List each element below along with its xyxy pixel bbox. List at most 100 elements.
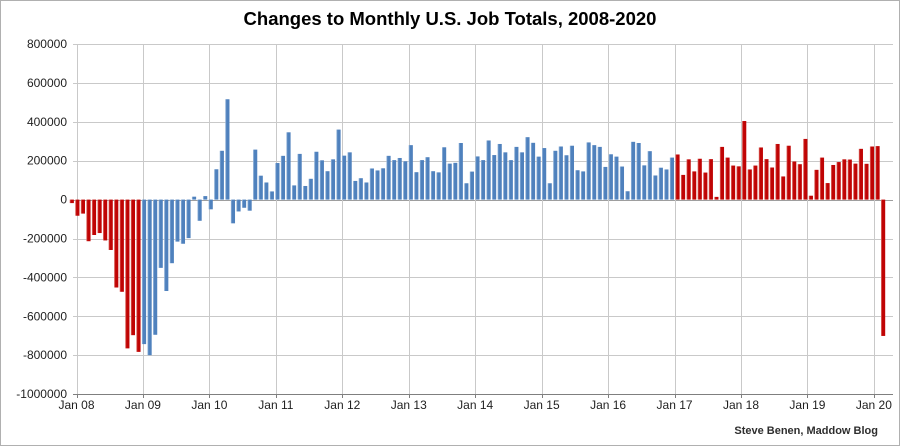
bar-2015-11 <box>592 145 597 200</box>
bar-2014-09 <box>514 146 519 200</box>
bar-2010-05 <box>225 99 230 200</box>
bar-2012-11 <box>391 160 397 200</box>
bar-2011-01 <box>269 191 274 200</box>
bar-2016-08 <box>642 165 647 200</box>
bar-2019-02 <box>808 195 813 200</box>
bar-2008-04 <box>86 199 91 242</box>
bar-2018-11 <box>792 161 797 200</box>
bar-2014-03 <box>480 160 486 200</box>
bar-2020-01 <box>869 146 875 200</box>
bar-2008-11 <box>125 199 130 349</box>
bar-2014-12 <box>530 142 536 200</box>
bar-2010-10 <box>253 149 258 200</box>
bar-2012-10 <box>386 155 391 200</box>
bar-2008-06 <box>97 199 102 234</box>
x-tick-label: Jan 17 <box>657 398 693 412</box>
bar-2016-03 <box>614 156 619 200</box>
bar-2011-09 <box>314 151 319 200</box>
bar-2017-04 <box>686 159 691 200</box>
x-tick-label: Jan 20 <box>856 398 892 412</box>
bar-2013-01 <box>403 161 408 200</box>
y-tick-label: -400000 <box>23 270 67 284</box>
bar-2012-01 <box>336 129 341 200</box>
bar-2018-09 <box>780 176 786 200</box>
x-tick-label: Jan 19 <box>789 398 825 412</box>
bar-2013-03 <box>414 172 419 200</box>
chart-title: Changes to Monthly U.S. Job Totals, 2008… <box>243 8 657 29</box>
bar-2014-06 <box>497 143 502 200</box>
bar-2017-09 <box>714 196 719 200</box>
bar-2013-11 <box>458 143 463 200</box>
bar-2013-09 <box>447 163 452 200</box>
bar-2009-09 <box>180 199 186 244</box>
bar-2015-01 <box>536 156 541 200</box>
bar-2009-04 <box>153 199 158 335</box>
bar-2008-07 <box>103 199 108 241</box>
bar-2019-08 <box>842 159 847 200</box>
bar-2012-12 <box>397 157 402 200</box>
y-tick-label: -1000000 <box>16 387 67 401</box>
bar-2012-06 <box>364 182 369 200</box>
bar-2008-09 <box>114 199 119 288</box>
bar-2019-01 <box>803 138 808 200</box>
bar-2014-11 <box>525 137 530 200</box>
bar-2013-06 <box>430 171 436 200</box>
bar-2019-07 <box>836 162 841 200</box>
bar-2009-12 <box>197 199 202 221</box>
y-tick-label: 400000 <box>27 115 67 129</box>
bar-2017-07 <box>703 172 708 200</box>
bar-2009-01 <box>136 199 141 352</box>
bar-2019-12 <box>864 163 869 200</box>
bar-2014-07 <box>503 152 508 200</box>
y-tick-label: 0 <box>60 193 67 207</box>
bar-2014-01 <box>469 171 474 200</box>
x-tick-label: Jan 08 <box>58 398 94 412</box>
x-tick-label: Jan 12 <box>324 398 360 412</box>
bar-2017-06 <box>697 158 702 200</box>
bar-2019-03 <box>814 169 819 200</box>
bar-2019-06 <box>830 164 836 200</box>
bar-2013-04 <box>419 160 424 200</box>
bar-2018-01 <box>736 166 741 200</box>
bar-2009-10 <box>186 199 191 239</box>
y-tick-label: 200000 <box>27 154 67 168</box>
y-tick-label: 600000 <box>27 76 67 90</box>
bar-2012-05 <box>358 178 363 200</box>
bar-2008-01 <box>69 199 74 204</box>
bar-2016-04 <box>619 166 625 200</box>
bar-2016-11 <box>658 167 663 200</box>
x-tick-label: Jan 11 <box>258 398 293 412</box>
bar-2011-12 <box>330 159 336 200</box>
axis-labels: 800000 600000 400000 200000 0 -200000 -400000 -… <box>16 37 892 412</box>
bar-2013-10 <box>453 162 458 200</box>
bar-2014-08 <box>508 160 513 200</box>
bar-2009-06 <box>164 199 169 292</box>
bar-2010-12 <box>264 182 269 200</box>
bar-2012-07 <box>369 168 374 200</box>
bar-2016-10 <box>653 175 658 200</box>
bar-2020-03 <box>881 199 886 336</box>
bar-2019-05 <box>825 183 830 200</box>
bar-2015-03 <box>547 183 552 200</box>
bar-2015-05 <box>558 146 563 200</box>
bar-2013-07 <box>436 172 441 200</box>
bar-2017-11 <box>725 157 730 200</box>
bar-2009-11 <box>191 196 197 200</box>
bar-2011-05 <box>291 185 297 200</box>
x-tick-label: Jan 18 <box>723 398 759 412</box>
bar-2016-05 <box>625 191 630 200</box>
bar-2017-10 <box>719 146 725 200</box>
y-tick-label: -600000 <box>23 309 67 323</box>
bar-2015-06 <box>564 155 569 200</box>
bar-2013-05 <box>425 157 430 200</box>
bar-2011-06 <box>297 153 302 200</box>
axis-lines <box>73 394 893 399</box>
y-tick-label: -800000 <box>23 348 67 362</box>
bar-2015-07 <box>569 145 575 200</box>
bar-2019-09 <box>847 159 852 200</box>
bar-2012-02 <box>341 155 347 200</box>
bar-2016-09 <box>647 151 652 200</box>
x-tick-label: Jan 14 <box>457 398 493 412</box>
